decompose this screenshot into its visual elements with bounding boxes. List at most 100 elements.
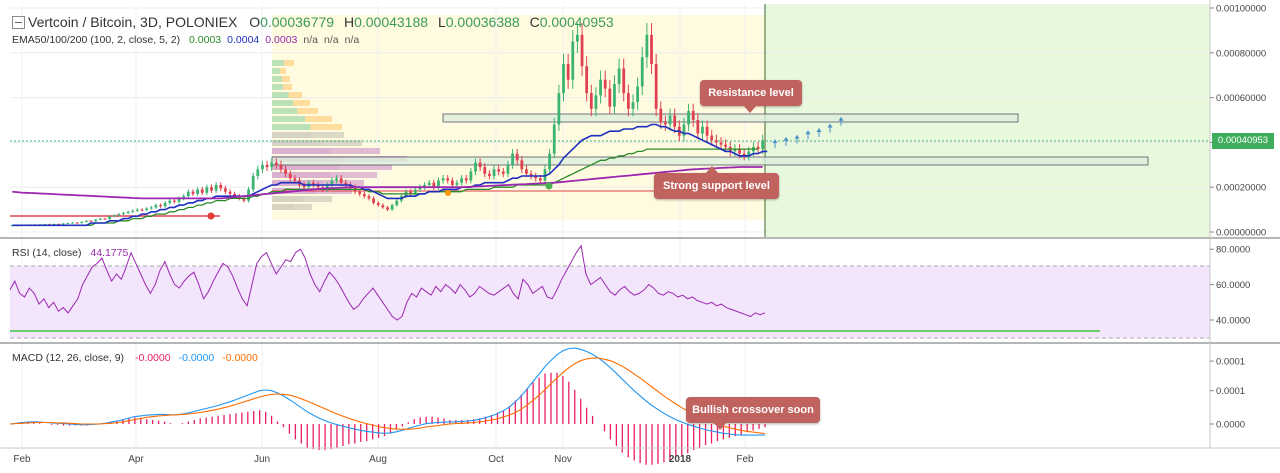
candles — [10, 23, 765, 227]
candle-body — [154, 205, 158, 208]
ema-lines — [12, 123, 768, 227]
profile-bar-up — [272, 92, 289, 98]
resistance-callout[interactable]: Resistance level — [700, 80, 802, 106]
rsi-legend[interactable]: RSI (14, close) 44.1775 — [12, 247, 128, 259]
profile-bar-up — [272, 76, 282, 82]
signal-markers — [207, 182, 553, 220]
candle-body — [506, 164, 510, 174]
candle-body — [640, 57, 644, 87]
macd-legend[interactable]: MACD (12, 26, close, 9) -0.0000 -0.0000 -0… — [12, 352, 258, 364]
candle-body — [488, 173, 491, 176]
ohlc-open: O0.00036779 — [249, 14, 335, 30]
candle-body — [163, 202, 167, 207]
candle-body — [103, 218, 107, 220]
forecast-arrowhead — [838, 116, 844, 121]
candle-body — [89, 220, 93, 222]
profile-bar-up — [272, 204, 294, 210]
profile-bar-down — [310, 124, 342, 130]
candle-body — [427, 182, 431, 185]
profile-bar-down — [283, 84, 292, 90]
candle-body — [149, 207, 153, 209]
ema-legend[interactable]: EMA50/100/200 (100, 2, close, 5, 2) 0.00… — [12, 34, 359, 46]
macd-signal-line — [9, 357, 766, 435]
time-tick-label: Aug — [369, 454, 387, 465]
macd-value: -0.0000 — [178, 352, 215, 364]
macd-value: -0.0000 — [222, 352, 258, 364]
time-axis[interactable]: Feb Apr Jun Aug Oct Nov 2018 Feb — [13, 454, 754, 465]
forecast-arrowhead — [783, 136, 789, 141]
time-tick-label: Feb — [736, 454, 754, 465]
candle-body — [256, 169, 260, 176]
candle-body — [659, 108, 663, 123]
candle-body — [747, 151, 751, 156]
forecast-arrowhead — [827, 123, 833, 128]
candle-body — [186, 191, 190, 197]
candle-body — [626, 93, 630, 109]
profile-bar-down — [281, 76, 290, 82]
candle-body — [349, 184, 352, 188]
ema-line-ema200 — [12, 166, 763, 200]
candle-body — [566, 64, 570, 80]
candle-body — [701, 126, 704, 134]
macd-axis[interactable]: 0.0001 0.0001 0.0000 — [1210, 357, 1245, 431]
candle-body — [182, 196, 186, 199]
candle-body — [719, 142, 723, 145]
candle-body — [538, 178, 542, 181]
candle-body — [135, 209, 139, 211]
macd-tick-label: 0.0001 — [1216, 386, 1245, 397]
candle-body — [622, 68, 626, 94]
macd-histogram — [15, 372, 766, 465]
candle-body — [515, 153, 519, 161]
candle-body — [293, 178, 297, 181]
marker-red — [207, 212, 215, 220]
candle-body — [650, 34, 653, 64]
candle-body — [173, 200, 176, 202]
chart-title: Vertcoin / Bitcoin, 3D, POLONIEX — [28, 14, 238, 30]
candle-body — [576, 34, 579, 42]
support-zone[interactable] — [271, 156, 1149, 166]
rsi-axis[interactable]: 80.0000 60.0000 40.0000 — [1210, 245, 1250, 327]
candle-body — [738, 149, 741, 154]
crossover-callout[interactable]: Bullish crossover soon — [686, 397, 820, 423]
profile-bar-up — [272, 148, 332, 154]
candle-body — [145, 208, 149, 211]
candle-body — [57, 223, 61, 225]
candle-body — [705, 126, 709, 136]
candle-body — [362, 193, 366, 197]
pane-collapse-button[interactable] — [12, 16, 25, 29]
profile-bar-down — [305, 196, 332, 202]
candle-body — [265, 164, 269, 168]
candle-body — [330, 180, 334, 185]
support-callout[interactable]: Strong support level — [654, 173, 779, 199]
candle-body — [159, 205, 162, 207]
candle-body — [177, 198, 181, 202]
candle-body — [432, 182, 436, 188]
candle-body — [548, 153, 552, 170]
resistance-zone[interactable] — [442, 113, 1019, 123]
profile-bar-down — [305, 116, 332, 122]
profile-bar-down — [292, 100, 310, 106]
profile-bar-down — [331, 148, 380, 154]
candle-body — [367, 196, 371, 199]
ema-value: n/a — [344, 34, 360, 46]
profile-bar-up — [272, 60, 285, 66]
ohlc-close: C0.00040953 — [529, 14, 614, 30]
candle-body — [52, 223, 56, 225]
candle-body — [335, 178, 338, 181]
candle-body — [423, 184, 426, 188]
candle-body — [168, 200, 172, 203]
candle-body — [274, 162, 278, 165]
profile-bar-down — [297, 108, 318, 114]
candle-body — [724, 144, 728, 147]
macd-label: MACD (12, 26, close, 9) — [12, 352, 125, 364]
candle-body — [460, 178, 463, 183]
candle-body — [126, 211, 130, 213]
candle-body — [140, 209, 144, 211]
ohlc-high: H0.00043188 — [343, 14, 429, 30]
price-tick-label: 0.00060000 — [1216, 93, 1266, 104]
candle-body — [381, 205, 385, 208]
candle-body — [376, 202, 380, 206]
candle-body — [599, 79, 602, 96]
forecast-arrows — [772, 116, 844, 149]
